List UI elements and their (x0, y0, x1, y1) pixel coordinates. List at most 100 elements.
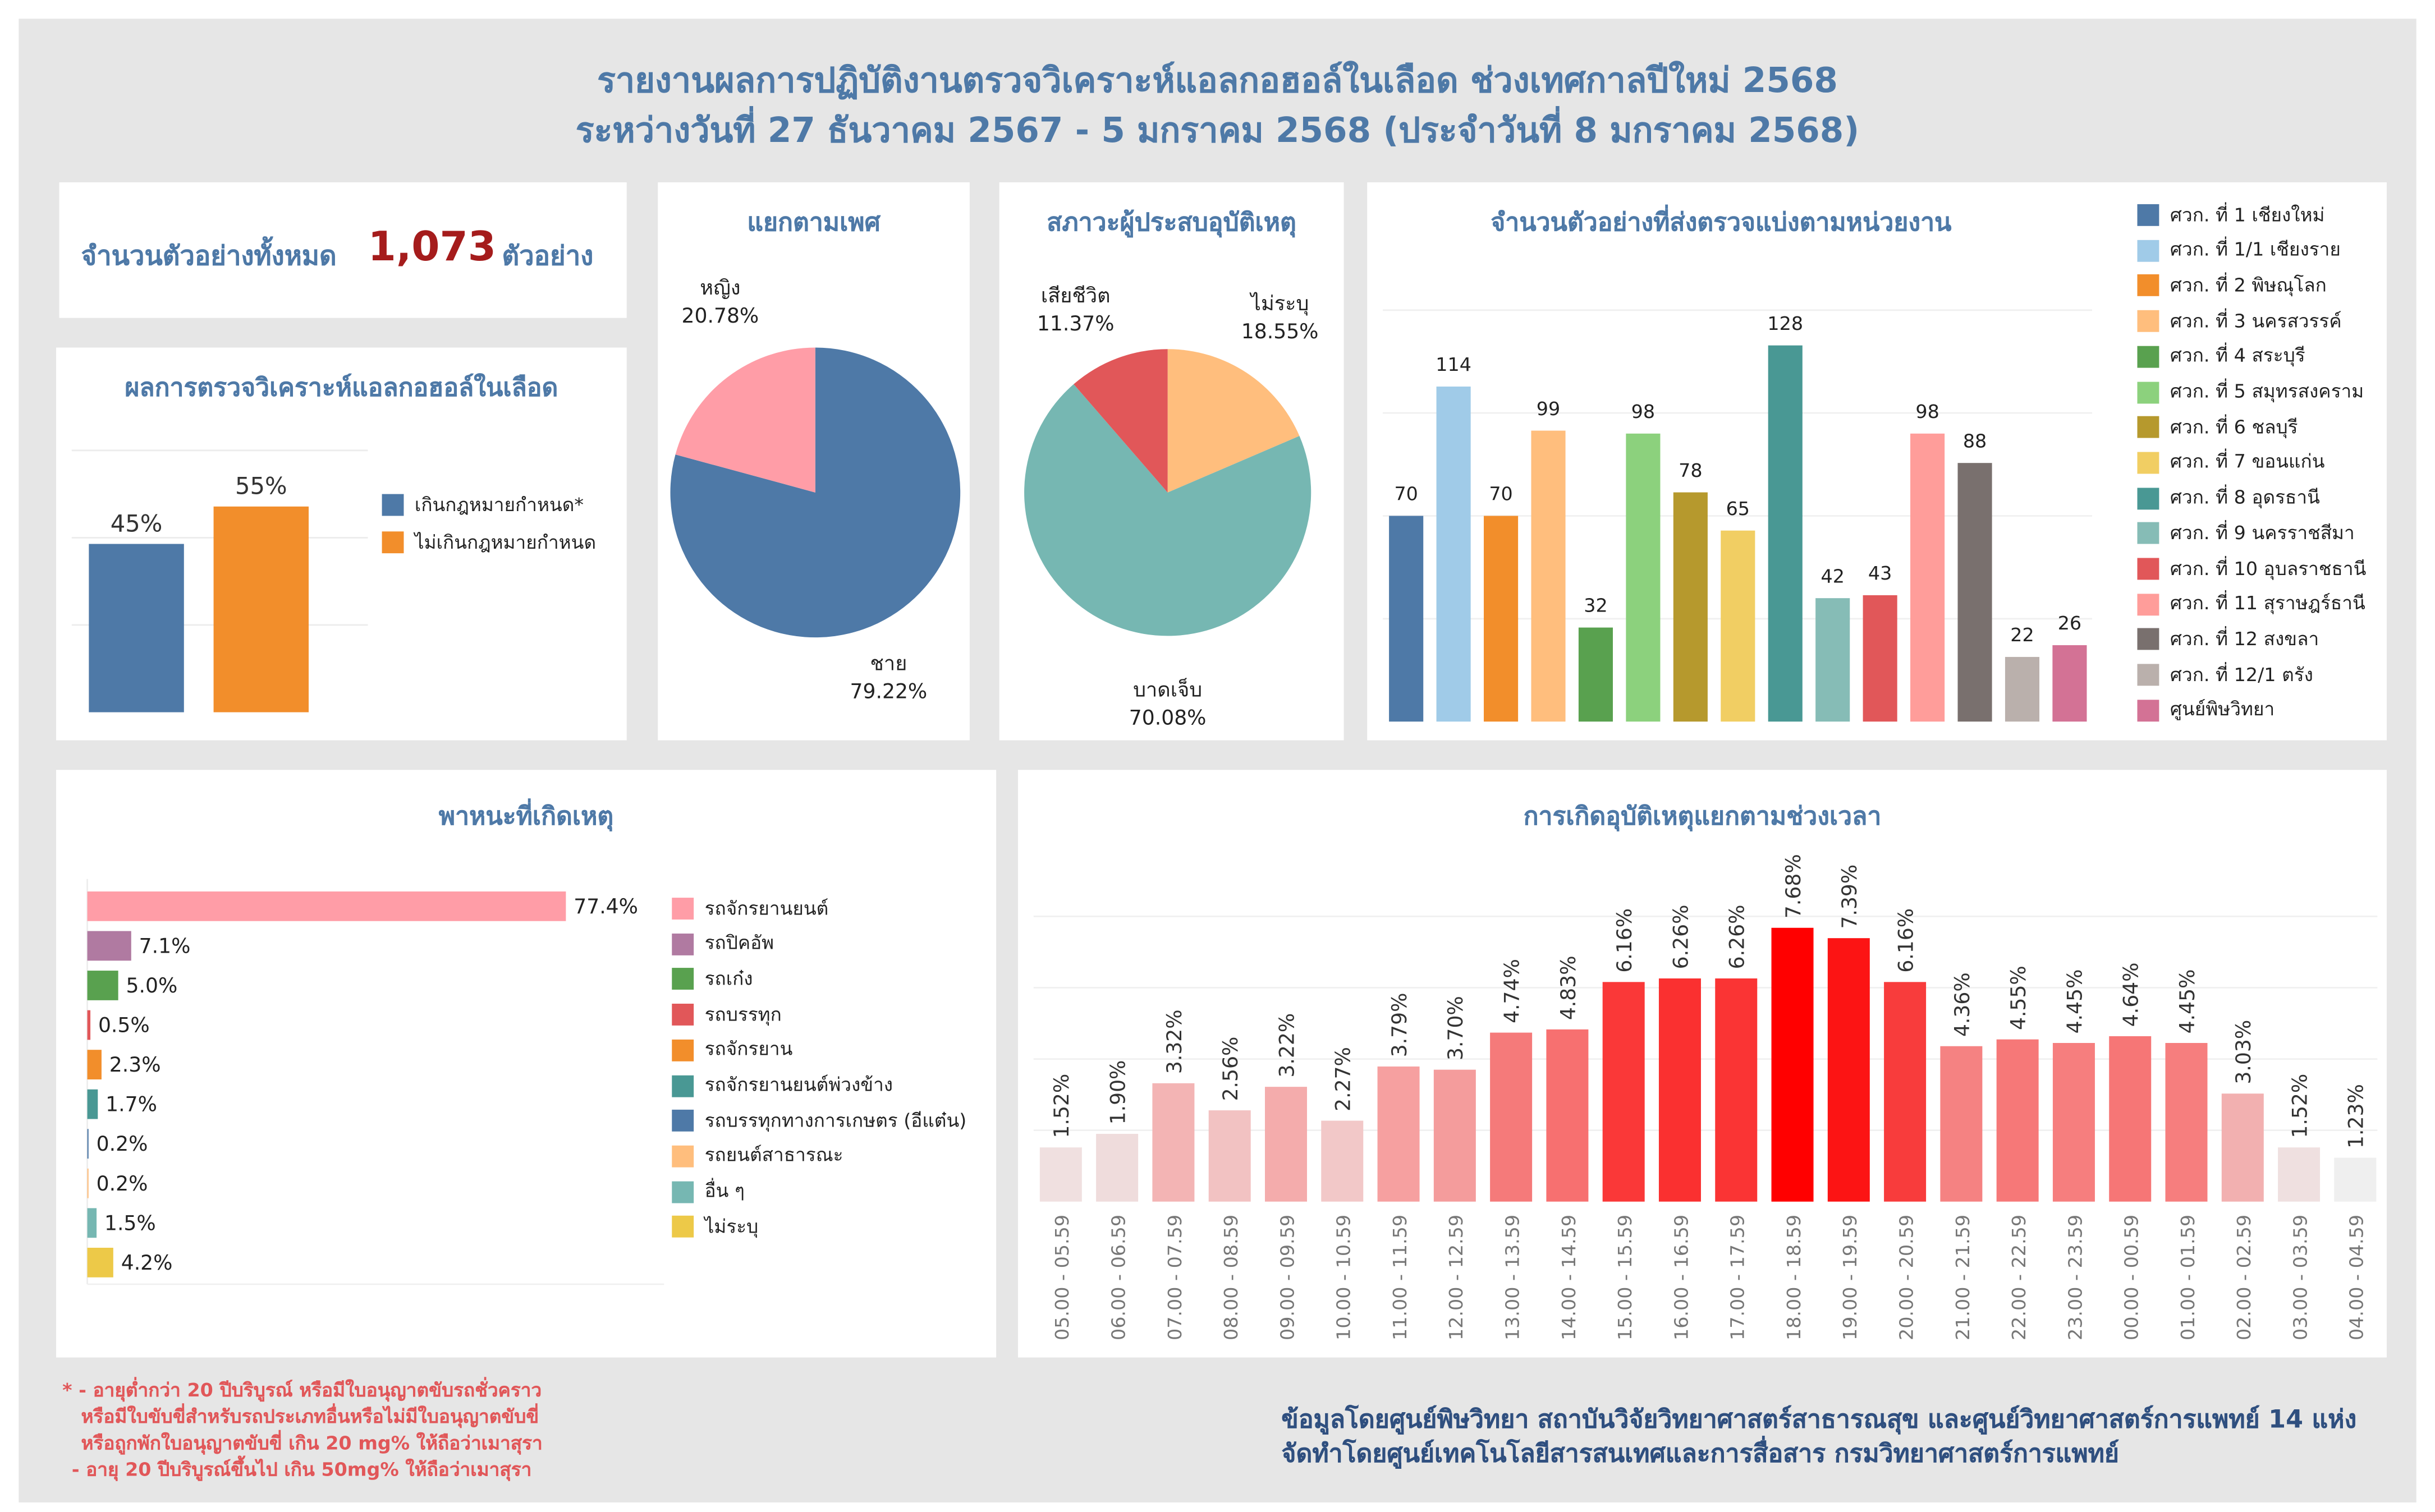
slice-percent: 70.08% (1129, 706, 1207, 730)
bar-value-label: 43 (1868, 562, 1892, 584)
by-time-panel: การเกิดอุบัติเหตุแยกตามช่วงเวลา 1.52% 05.… (1017, 770, 2387, 1358)
legend-item: ไม่ระบุ (672, 1213, 758, 1241)
bar (89, 544, 184, 713)
legend-label: เกินกฎหมายกำหนด* (414, 493, 584, 516)
bar (1884, 982, 1927, 1202)
legend-label: ศวก. ที่ 1 เชียงใหม่ (2170, 203, 2325, 226)
bar (1863, 595, 1897, 722)
bar-value-label: 65 (1726, 498, 1750, 520)
slice-label: บาดเจ็บ (1133, 677, 1202, 702)
legend-swatch (2137, 593, 2159, 615)
legend-item: ศวก. ที่ 3 นครสวรรค์ (2137, 307, 2342, 336)
bar-value-label: 6.26% (1725, 905, 1749, 969)
legend-item: รถจักรยานยนต์พ่วงข้าง (672, 1072, 893, 1100)
source-credit: ข้อมูลโดยศูนย์พิษวิทยา สถาบันวิจัยวิทยาศ… (1281, 1403, 2356, 1471)
bar (1321, 1120, 1364, 1202)
bar (213, 506, 309, 713)
tick-label: 18.00 - 18.59 (1783, 1215, 1805, 1340)
footnote-line: หรือถูกพักใบอนุญาตขับขี่ เกิน 20 mg% ให้… (81, 1432, 543, 1454)
bar-value-label: 114 (1436, 353, 1471, 375)
gender-pie-chart: ชาย 79.22% หญิง 20.78% (670, 275, 961, 703)
bar-value-label: 4.74% (1500, 959, 1524, 1023)
legend-item: ศูนย์พิษวิทยา (2137, 696, 2274, 724)
bar (1578, 627, 1613, 722)
legend-swatch (382, 494, 404, 516)
legend-swatch (2137, 346, 2159, 368)
by-unit-chart: 70 114 70 99 32 98 78 65 128 42 43 98 88 22 26 (1382, 309, 2092, 722)
total-value: 1,073 (368, 224, 497, 272)
bar (1815, 598, 1850, 722)
footnote-line: * - อายุต่ำกว่า 20 ปีบริบูรณ์ หรือมีใบอน… (62, 1379, 542, 1401)
bar (1768, 345, 1803, 722)
legend-label: ศวก. ที่ 11 สุราษฎร์ธานี (2170, 592, 2365, 615)
tick-label: 01.00 - 01.59 (2177, 1215, 2199, 1340)
legend-item: รถบรรทุกทางการเกษตร (อีแต๋น) (672, 1107, 966, 1135)
bar (87, 1089, 98, 1119)
slice-percent: 20.78% (682, 304, 759, 328)
tick-label: 03.00 - 03.59 (2289, 1215, 2311, 1340)
slice-label: เสียชีวิต (1041, 283, 1111, 307)
bar-value-label: 4.83% (1556, 955, 1580, 1020)
legend-item: ศวก. ที่ 12 สงขลา (2137, 626, 2319, 654)
legend-swatch (2137, 664, 2159, 686)
bar-value-label: 4.36% (1950, 972, 1974, 1037)
vehicle-panel: พาหนะที่เกิดเหตุ 77.4% 7.1% 5.0% 0.5% 2.3% 1.… (56, 770, 997, 1358)
bar-value-label: 88 (1963, 430, 1987, 452)
bar-value-label: 70 (1489, 483, 1512, 505)
legend-swatch (672, 1074, 694, 1097)
legend-item: รถยนต์สาธารณะ (672, 1142, 843, 1170)
bar-value-label: 128 (1767, 312, 1803, 334)
bar (1721, 530, 1755, 722)
footnote-line: หรือมีใบขับขี่สำหรับรถประเภทอื่นหรือไม่ม… (81, 1405, 539, 1428)
bar-value-label: 3.22% (1274, 1013, 1299, 1078)
footnote-line: - อายุ 20 ปีบริบูรณ์ขึ้นไป เกิน 50mg% ให… (71, 1459, 532, 1481)
bar (87, 931, 131, 961)
legend-label: รถบรรทุกทางการเกษตร (อีแต๋น) (704, 1109, 967, 1131)
bar-value-label: 0.5% (98, 1013, 150, 1037)
legend-label: รถปิคอัพ (704, 932, 774, 954)
bar-value-label: 3.32% (1162, 1009, 1186, 1074)
bar (1096, 1134, 1139, 1202)
bar-value-label: 2.56% (1218, 1037, 1242, 1101)
bar (87, 971, 118, 1000)
legend-label: ศวก. ที่ 8 อุดรธานี (2170, 486, 2320, 508)
victim-status-pie-chart: ไม่ระบุ 18.55% บาดเจ็บ 70.08% เสียชีวิต 11.37… (1024, 283, 1318, 730)
bar-value-label: 77.4% (574, 894, 638, 918)
legend-item: รถปิคอัพ (672, 930, 774, 958)
bar (87, 1168, 89, 1198)
tick-label: 04.00 - 04.59 (2346, 1215, 2368, 1340)
tick-label: 13.00 - 13.59 (1502, 1215, 1524, 1340)
bar-value-label: 0.2% (97, 1171, 148, 1196)
tick-label: 08.00 - 08.59 (1220, 1215, 1242, 1340)
report-subtitle: ระหว่างวันที่ 27 ธันวาคม 2567 - 5 มกราคม… (575, 112, 1860, 151)
tick-label: 14.00 - 14.59 (1558, 1215, 1580, 1340)
bar (87, 1129, 89, 1159)
by-time-chart: 1.52% 05.00 - 05.59 1.90% 06.00 - 06.59 3.32… (1033, 854, 2378, 1340)
tick-label: 17.00 - 17.59 (1727, 1215, 1749, 1340)
chart-title: การเกิดอุบัติเหตุแยกตามช่วงเวลา (1523, 801, 1882, 831)
bar (1531, 430, 1566, 722)
bar (1771, 927, 1814, 1202)
chart-title: แยกตามเพศ (747, 207, 881, 237)
bar (87, 1050, 102, 1079)
legend-item: รถบรรทุก (672, 1001, 782, 1029)
legend-label: ศวก. ที่ 9 นครราชสีมา (2170, 522, 2355, 544)
bar (1957, 463, 1992, 722)
legend-label: ศวก. ที่ 3 นครสวรรค์ (2170, 309, 2342, 332)
legend-item: ศวก. ที่ 2 พิษณุโลก (2137, 272, 2327, 300)
bar (2005, 656, 2040, 722)
legend-swatch (672, 1180, 694, 1203)
bar-value-label: 4.45% (2062, 969, 2087, 1034)
bar-value-label: 3.70% (1443, 996, 1468, 1060)
bar (1152, 1083, 1195, 1202)
bar (1673, 492, 1708, 722)
bar-value-label: 4.55% (2006, 966, 2030, 1030)
bar (2052, 645, 2087, 722)
legend-item: เกินกฎหมายกำหนด* (382, 491, 584, 519)
bar-value-label: 6.16% (1893, 908, 1918, 973)
legend-label: รถบรรทุก (704, 1003, 782, 1025)
report-title: รายงานผลการปฏิบัติงานตรวจวิเคราะห์แอลกอฮ… (597, 62, 1838, 102)
tick-label: 22.00 - 22.59 (2008, 1215, 2030, 1340)
legend-swatch (672, 1039, 694, 1061)
